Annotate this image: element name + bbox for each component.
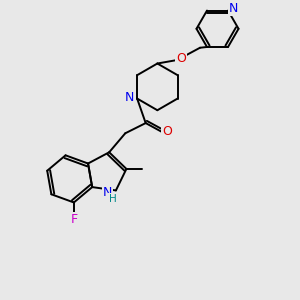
Text: H: H xyxy=(109,194,116,204)
Text: N: N xyxy=(125,91,134,103)
Text: O: O xyxy=(176,52,186,65)
Text: O: O xyxy=(162,125,172,138)
Text: F: F xyxy=(70,214,77,226)
Text: N: N xyxy=(103,186,112,199)
Text: N: N xyxy=(229,2,238,15)
